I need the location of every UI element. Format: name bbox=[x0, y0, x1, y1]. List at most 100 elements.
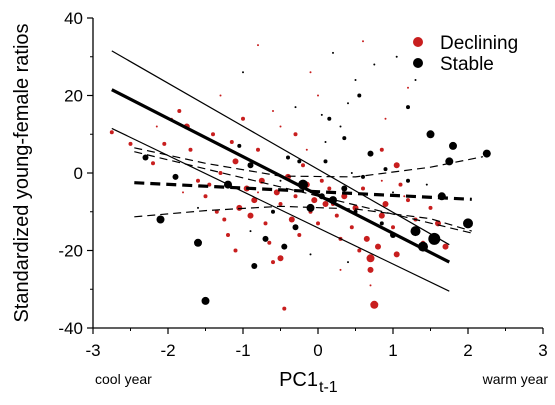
declining-point-51 bbox=[363, 235, 370, 242]
y-axis-title: Standardized young-female ratios bbox=[11, 23, 33, 322]
small-point-13 bbox=[317, 94, 319, 97]
declining-point-19 bbox=[236, 204, 243, 211]
declining-point-42 bbox=[322, 201, 329, 207]
declining-point-63 bbox=[428, 205, 433, 210]
stable-point-35 bbox=[406, 178, 410, 183]
x-annotation-cool-year: cool year bbox=[95, 371, 152, 387]
small-point-5 bbox=[373, 63, 376, 66]
small-point-28 bbox=[197, 206, 199, 209]
small-point-30 bbox=[380, 179, 383, 182]
declining-point-59 bbox=[398, 182, 403, 187]
stable-point-10 bbox=[281, 243, 288, 250]
small-point-6 bbox=[395, 55, 398, 58]
stable-point-31 bbox=[297, 159, 302, 164]
small-point-32 bbox=[182, 191, 184, 194]
small-point-16 bbox=[414, 79, 417, 81]
x-tick-label-0: -3 bbox=[85, 341, 100, 360]
declining-point-49 bbox=[357, 248, 362, 253]
stable-point-2 bbox=[172, 173, 179, 180]
declining-point-72 bbox=[379, 147, 384, 152]
declining-point-27 bbox=[267, 240, 272, 245]
declining-point-43 bbox=[327, 186, 332, 191]
stable-point-1 bbox=[156, 215, 165, 224]
declining-point-4 bbox=[162, 141, 167, 146]
small-point-21 bbox=[257, 191, 259, 194]
declining-point-68 bbox=[367, 266, 374, 273]
declining-point-50 bbox=[361, 186, 365, 191]
declining-point-1 bbox=[128, 141, 133, 146]
small-point-3 bbox=[339, 125, 342, 128]
stable-point-7 bbox=[251, 263, 258, 269]
points-layer bbox=[109, 40, 491, 311]
stable-point-9 bbox=[271, 209, 275, 214]
declining-point-15 bbox=[222, 217, 227, 222]
y-tick-label-0: -40 bbox=[58, 319, 83, 338]
small-point-35 bbox=[305, 148, 308, 151]
declining-point-58 bbox=[393, 251, 400, 258]
stable-point-26 bbox=[449, 141, 457, 150]
stable-point-21 bbox=[410, 226, 421, 237]
declining-point-53 bbox=[370, 300, 379, 309]
stable-point-6 bbox=[247, 162, 254, 169]
small-point-26 bbox=[339, 268, 342, 271]
declining-point-56 bbox=[382, 201, 389, 207]
declining-point-16 bbox=[226, 233, 230, 237]
declining-point-30 bbox=[278, 202, 283, 206]
small-point-11 bbox=[407, 86, 409, 89]
stable-point-0 bbox=[142, 154, 149, 161]
small-point-22 bbox=[347, 261, 349, 264]
declining-point-52 bbox=[366, 254, 375, 263]
line-stable-ci-lower bbox=[134, 205, 472, 232]
stable-point-11 bbox=[292, 224, 299, 231]
stable-point-8 bbox=[262, 235, 269, 242]
declining-point-14 bbox=[218, 171, 223, 175]
declining-point-70 bbox=[233, 248, 238, 253]
stable-point-34 bbox=[383, 167, 388, 172]
declining-point-66 bbox=[277, 255, 284, 262]
declining-point-17 bbox=[229, 140, 234, 144]
stable-point-18 bbox=[367, 150, 374, 157]
y-tick-label-4: 40 bbox=[64, 9, 83, 28]
small-point-29 bbox=[279, 179, 282, 182]
line-declining-ci-lower bbox=[111, 127, 450, 292]
small-point-23 bbox=[249, 230, 252, 233]
stable-point-19 bbox=[379, 221, 384, 226]
declining-point-33 bbox=[288, 216, 295, 223]
small-point-14 bbox=[294, 106, 297, 109]
declining-point-31 bbox=[282, 306, 287, 311]
legend-label-stable: Stable bbox=[440, 54, 494, 75]
declining-point-13 bbox=[214, 209, 219, 214]
small-point-2 bbox=[272, 110, 274, 112]
declining-point-12 bbox=[211, 132, 215, 137]
regression-lines-layer bbox=[111, 50, 484, 292]
declining-point-71 bbox=[293, 132, 298, 137]
stable-point-4 bbox=[201, 296, 210, 305]
x-tick-label-2: -1 bbox=[235, 341, 250, 360]
small-point-4 bbox=[354, 79, 357, 81]
stable-point-3 bbox=[194, 238, 202, 247]
declining-point-40 bbox=[316, 221, 320, 226]
declining-point-8 bbox=[188, 147, 193, 152]
x-axis-title-subscript: t-1 bbox=[319, 379, 338, 396]
ticks-layer: -3 -2 -1 0 1 2 3 -40 -20 0 20 40 bbox=[58, 9, 547, 360]
small-point-10 bbox=[257, 44, 259, 47]
declining-point-22 bbox=[247, 212, 254, 219]
small-point-9 bbox=[362, 40, 364, 43]
stable-point-33 bbox=[342, 136, 347, 141]
small-point-8 bbox=[309, 71, 312, 74]
small-point-31 bbox=[425, 183, 428, 186]
small-point-24 bbox=[369, 284, 372, 287]
stable-point-39 bbox=[357, 93, 362, 98]
x-axis-title: PC1 bbox=[279, 369, 318, 391]
declining-point-0 bbox=[109, 130, 114, 135]
stable-point-32 bbox=[323, 159, 328, 164]
x-annotation-warm-year: warm year bbox=[482, 371, 549, 387]
declining-point-24 bbox=[256, 147, 260, 152]
declining-point-55 bbox=[378, 212, 385, 219]
stable-point-16 bbox=[341, 185, 348, 192]
stable-point-40 bbox=[406, 105, 410, 110]
declining-point-65 bbox=[442, 243, 449, 250]
legend-swatch-stable bbox=[413, 58, 423, 68]
line-stable-regression bbox=[134, 181, 472, 201]
stable-point-36 bbox=[237, 143, 242, 148]
